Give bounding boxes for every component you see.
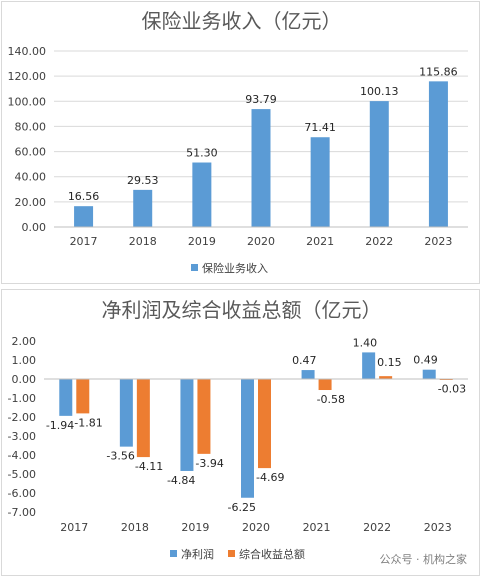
bar-a (422, 369, 436, 379)
bar-a (119, 379, 133, 447)
y-tick-label: -1.00 (8, 392, 36, 405)
x-tick-label: 2021 (306, 235, 334, 248)
data-label: 0.47 (292, 354, 317, 367)
bar-b (197, 379, 211, 454)
x-tick-label: 2021 (303, 521, 331, 534)
bar-b (258, 379, 271, 469)
bar-a (362, 352, 376, 379)
data-label: 115.86 (419, 65, 458, 78)
chart-title: 净利润及综合收益总额（亿元） (102, 298, 382, 322)
data-label: -3.56 (106, 450, 134, 463)
x-tick-label: 2022 (365, 235, 393, 248)
x-tick-label: 2020 (242, 521, 270, 534)
y-tick-label: 80.00 (15, 120, 47, 133)
data-label: -6.25 (228, 501, 256, 514)
data-label: -1.81 (74, 416, 102, 429)
bar-a (241, 379, 254, 498)
bar-a (180, 379, 194, 471)
bar-a (251, 109, 271, 227)
y-tick-label: -6.00 (8, 487, 36, 500)
data-label: 51.30 (186, 147, 218, 160)
watermark: 公众号 · 机构之家 (379, 553, 468, 566)
data-label: -3.94 (195, 457, 223, 470)
legend-swatch (170, 550, 177, 557)
y-tick-label: 2.00 (12, 335, 37, 348)
bar-a (428, 81, 448, 227)
data-label: -4.69 (256, 471, 284, 484)
y-tick-label: 40.00 (15, 171, 47, 184)
x-tick-label: 2019 (188, 235, 216, 248)
legend-swatch (191, 264, 198, 271)
data-label: -4.84 (167, 474, 195, 487)
bar-b (318, 379, 332, 391)
legend-swatch (228, 550, 235, 557)
bar-a (369, 101, 389, 227)
data-label: 100.13 (360, 85, 399, 98)
data-label: -1.94 (46, 419, 74, 432)
y-tick-label: -5.00 (8, 468, 36, 481)
x-tick-label: 2020 (247, 235, 275, 248)
data-label: 93.79 (245, 93, 277, 106)
revenue-chart: 保险业务收入（亿元） 0.00 20.00 40.00 60.00 80.00 100.00… (8, 9, 468, 275)
bar-a (301, 370, 315, 379)
y-tick-label: 20.00 (15, 196, 47, 209)
data-label: 29.53 (127, 174, 159, 187)
data-label: -0.58 (317, 393, 345, 406)
profit-chart: 净利润及综合收益总额（亿元） 2.00 1.00 0.00 -1.00 -2.00 -3.0… (8, 298, 468, 561)
data-label: -4.11 (135, 460, 163, 473)
bar-a (133, 189, 153, 227)
y-tick-label: -3.00 (8, 430, 36, 443)
y-tick-label: 0.00 (22, 221, 47, 234)
x-tick-label: 2017 (70, 235, 98, 248)
data-label: 0.15 (377, 356, 402, 369)
bar-b (136, 379, 150, 458)
revenue-chart-panel: 保险业务收入（亿元） 0.00 20.00 40.00 60.00 80.00 100.00… (1, 1, 480, 284)
y-tick-label: -7.00 (8, 506, 36, 519)
data-label: 0.49 (413, 354, 438, 367)
y-tick-label: 140.00 (8, 45, 47, 58)
y-tick-label: -2.00 (8, 411, 36, 424)
x-tick-label: 2018 (129, 235, 157, 248)
x-tick-label: 2023 (424, 235, 452, 248)
bar-a (74, 206, 94, 227)
y-tick-label: -4.00 (8, 449, 36, 462)
y-tick-label: 120.00 (8, 70, 47, 83)
bar-a (59, 379, 73, 416)
data-label: -0.03 (438, 383, 466, 396)
data-label: 71.41 (304, 121, 336, 134)
y-tick-label: 100.00 (8, 95, 47, 108)
bar-a (310, 137, 330, 227)
y-tick-label: 0.00 (12, 373, 37, 386)
x-tick-label: 2017 (60, 521, 88, 534)
bar-b (379, 376, 393, 379)
x-tick-label: 2019 (181, 521, 209, 534)
data-label: 1.40 (353, 336, 378, 349)
data-label: 16.56 (68, 190, 100, 203)
legend-label: 净利润 (181, 547, 214, 561)
y-tick-label: 60.00 (15, 146, 47, 159)
profit-chart-panel: 净利润及综合收益总额（亿元） 2.00 1.00 0.00 -1.00 -2.00 -3.0… (1, 289, 480, 576)
bar-a (192, 162, 212, 227)
x-tick-label: 2018 (121, 521, 149, 534)
bar-b (76, 379, 90, 414)
legend-label: 综合收益总额 (239, 547, 305, 561)
x-tick-label: 2023 (424, 521, 452, 534)
legend-label: 保险业务收入 (202, 261, 268, 275)
y-tick-label: 1.00 (12, 354, 37, 367)
x-tick-label: 2022 (363, 521, 391, 534)
chart-title: 保险业务收入（亿元） (142, 9, 342, 33)
